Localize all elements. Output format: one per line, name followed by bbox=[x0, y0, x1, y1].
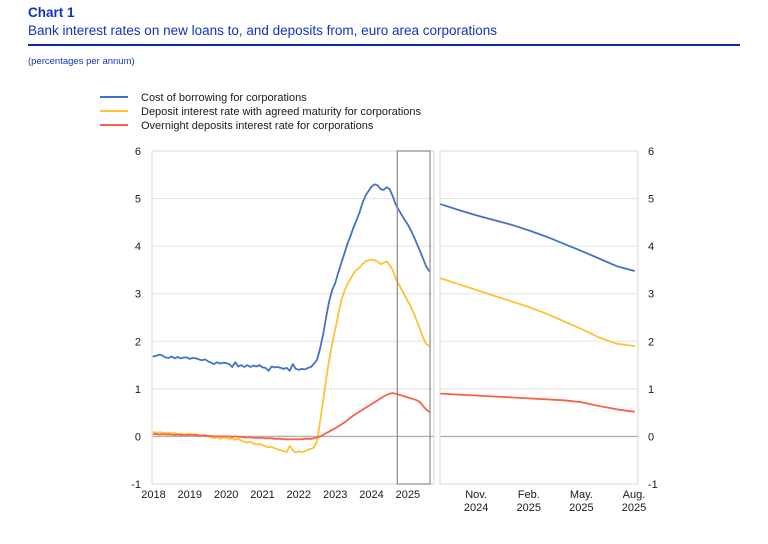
y-tick-label: 3 bbox=[648, 289, 654, 301]
legend-line-swatch bbox=[100, 124, 128, 127]
x-tick-label: Feb. bbox=[518, 489, 540, 501]
x-tick-label: 2025 bbox=[569, 502, 593, 514]
y-tick-label: 4 bbox=[648, 241, 654, 253]
y-tick-label: 1 bbox=[648, 384, 654, 396]
legend-item: Cost of borrowing for corporations bbox=[100, 91, 421, 105]
x-tick-label: 2024 bbox=[359, 489, 383, 501]
unit-note: (percentages per annum) bbox=[28, 56, 135, 67]
y-tick-label: 4 bbox=[135, 241, 141, 253]
y-tick-label: 6 bbox=[648, 146, 654, 158]
y-tick-label: 2 bbox=[648, 336, 654, 348]
x-tick-label: 2022 bbox=[287, 489, 311, 501]
legend-item: Overnight deposits interest rate for cor… bbox=[100, 119, 421, 133]
y-tick-label: 0 bbox=[135, 431, 141, 443]
y-tick-label: 2 bbox=[135, 336, 141, 348]
x-tick-label: 2025 bbox=[622, 502, 646, 514]
x-tick-label: 2019 bbox=[178, 489, 202, 501]
main-line-overnight bbox=[152, 392, 430, 441]
legend-line-swatch bbox=[100, 96, 128, 99]
title-rule bbox=[28, 44, 740, 46]
highlight-box bbox=[396, 150, 431, 485]
legend-label: Deposit interest rate with agreed maturi… bbox=[141, 106, 422, 118]
y-tick-label: 6 bbox=[135, 146, 141, 158]
zoom-line-borrowing bbox=[440, 203, 635, 272]
zoom-line-overnight bbox=[440, 392, 635, 413]
x-tick-label: Aug. bbox=[623, 489, 646, 501]
y-tick-label: 0 bbox=[648, 431, 654, 443]
chart-number-label: Chart 1 bbox=[28, 5, 75, 20]
y-tick-label: -1 bbox=[648, 479, 658, 491]
x-tick-label: 2024 bbox=[464, 502, 488, 514]
legend-item: Deposit interest rate with agreed maturi… bbox=[100, 105, 421, 119]
y-tick-label: 5 bbox=[648, 194, 654, 206]
x-tick-label: 2025 bbox=[517, 502, 541, 514]
chart-title: Bank interest rates on new loans to, and… bbox=[28, 23, 498, 38]
main-line-deposit_maturity bbox=[152, 258, 430, 454]
y-tick-label: 1 bbox=[135, 384, 141, 396]
legend-label: Overnight deposits interest rate for cor… bbox=[141, 120, 374, 132]
y-tick-label: 3 bbox=[135, 289, 141, 301]
legend-line-swatch bbox=[100, 110, 128, 113]
main-line-borrowing bbox=[152, 183, 430, 372]
y-tick-label: 5 bbox=[135, 194, 141, 206]
zoom-panel-border bbox=[439, 150, 639, 485]
legend-label: Cost of borrowing for corporations bbox=[141, 92, 307, 104]
x-tick-label: Nov. bbox=[465, 489, 487, 501]
x-tick-label: 2023 bbox=[323, 489, 347, 501]
x-tick-label: 2018 bbox=[141, 489, 165, 501]
y-tick-label: -1 bbox=[131, 479, 141, 491]
x-tick-label: 2021 bbox=[250, 489, 274, 501]
zoom-line-deposit_maturity bbox=[440, 277, 635, 347]
chart-legend: Cost of borrowing for corporations Depos… bbox=[100, 91, 421, 133]
main-panel-border bbox=[151, 150, 435, 485]
x-tick-label: 2020 bbox=[214, 489, 238, 501]
x-tick-label: 2025 bbox=[396, 489, 420, 501]
x-tick-label: May. bbox=[570, 489, 593, 501]
